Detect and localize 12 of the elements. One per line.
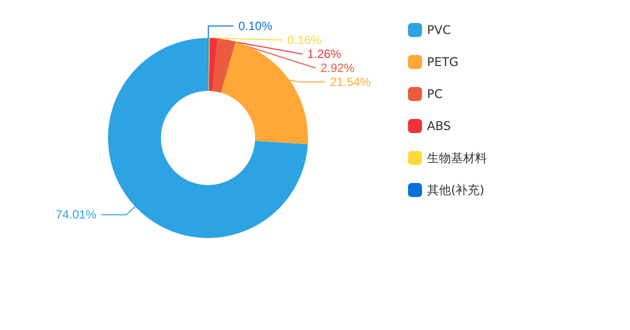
data-label: 21.54% [330,75,372,89]
legend-label: PETG [427,55,458,69]
data-label: 1.26% [307,47,342,61]
legend-label: ABS [427,119,451,133]
data-label: 2.92% [320,61,355,75]
legend-label: 其他(补充) [427,183,484,197]
data-label: 0.10% [238,19,273,33]
legend-label: PVC [427,23,451,37]
data-label: 74.01% [56,208,97,222]
data-label: 0.16% [287,33,322,47]
legend-label: 生物基材料 [427,151,487,165]
legend-label: PC [427,87,443,101]
